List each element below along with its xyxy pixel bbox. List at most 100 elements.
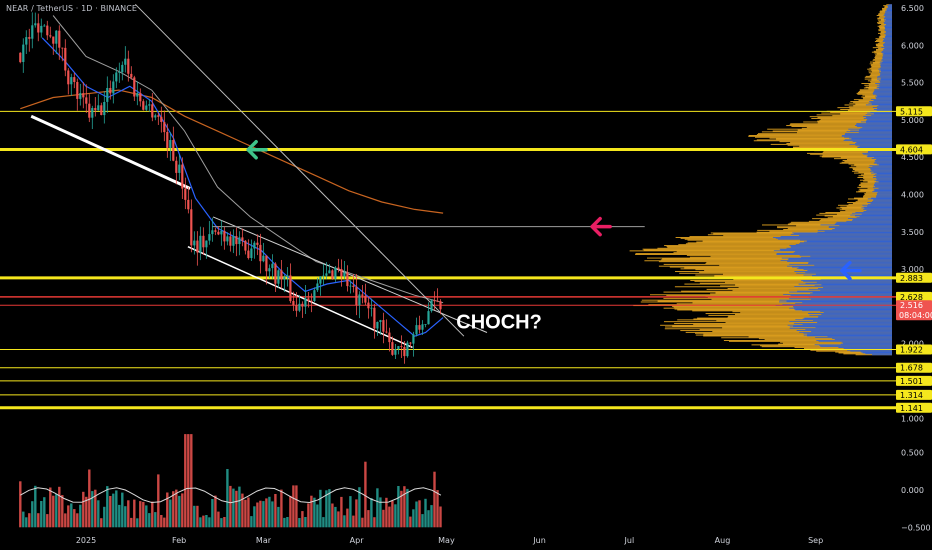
- candle-body: [301, 303, 304, 307]
- volume-bar: [70, 503, 73, 528]
- profile-bar-value-area: [885, 19, 892, 21]
- candle-body: [175, 160, 178, 173]
- volume-bar: [295, 485, 298, 528]
- volume-bar: [112, 493, 115, 528]
- profile-bar: [676, 303, 892, 305]
- time-tick-label: Feb: [172, 536, 186, 545]
- profile-bar-value-area: [876, 196, 892, 198]
- volume-bar: [250, 516, 253, 528]
- profile-bar-value-area: [885, 33, 892, 35]
- profile-bar: [723, 340, 892, 341]
- candle-body: [343, 272, 346, 277]
- profile-bar: [695, 334, 892, 336]
- candle-body: [376, 322, 379, 329]
- candle-body: [25, 37, 28, 45]
- candle-body: [226, 236, 229, 242]
- profile-bar-value-area: [876, 109, 892, 111]
- volume-bar: [175, 489, 178, 528]
- profile-bar: [816, 114, 892, 116]
- candle-body: [145, 105, 148, 110]
- profile-bar: [658, 265, 892, 267]
- profile-bar-value-area: [802, 318, 892, 320]
- profile-bar-value-area: [789, 245, 892, 247]
- profile-bar-value-area: [876, 180, 892, 182]
- annotations: CHOCH?: [456, 311, 542, 333]
- profile-bar: [679, 272, 892, 274]
- profile-bar: [664, 245, 892, 247]
- profile-bar-value-area: [884, 18, 892, 20]
- profile-bar-value-area: [876, 173, 892, 175]
- volume-bar: [46, 514, 49, 528]
- candle-body: [115, 72, 118, 82]
- profile-bar-value-area: [871, 172, 892, 174]
- candle-body: [181, 164, 184, 189]
- profile-bar-value-area: [884, 30, 892, 32]
- profile-bar: [648, 304, 892, 306]
- candle-body: [55, 30, 58, 44]
- profile-bar: [702, 240, 892, 242]
- profile-bar-value-area: [862, 352, 892, 354]
- profile-bar-value-area: [790, 246, 892, 248]
- profile-bar-value-area: [885, 10, 892, 12]
- profile-bar: [748, 135, 892, 137]
- profile-bar: [708, 314, 892, 316]
- profile-bar-value-area: [874, 179, 892, 181]
- profile-bar: [772, 130, 892, 132]
- profile-bar: [696, 241, 892, 243]
- profile-bar-value-area: [882, 54, 892, 56]
- profile-bar: [732, 311, 892, 313]
- candle-body: [256, 242, 259, 245]
- volume-bar: [169, 499, 172, 528]
- profile-bar-value-area: [862, 126, 892, 128]
- candle-body: [364, 295, 367, 303]
- profile-bar-value-area: [883, 40, 892, 42]
- profile-bar-value-area: [879, 63, 892, 65]
- candle-body: [403, 347, 406, 357]
- candle-body: [190, 209, 193, 246]
- candle-body: [325, 273, 328, 276]
- profile-bar-value-area: [865, 104, 892, 106]
- profile-bar: [719, 264, 892, 266]
- profile-bar-value-area: [805, 282, 892, 284]
- trendline-white-1: [30, 114, 191, 190]
- candle-body: [352, 285, 355, 287]
- profile-bar-value-area: [795, 303, 892, 305]
- time-tick-label: 2025: [76, 536, 96, 545]
- profile-bar-value-area: [802, 310, 892, 312]
- arrows: [246, 139, 862, 281]
- volume-bar: [145, 505, 148, 528]
- profile-bar-value-area: [884, 48, 892, 50]
- profile-bar: [664, 328, 892, 330]
- profile-bar: [789, 124, 892, 126]
- profile-bar: [783, 342, 892, 344]
- profile-bar-value-area: [872, 92, 892, 94]
- profile-bar-value-area: [787, 324, 892, 326]
- profile-bar: [695, 332, 892, 334]
- profile-bar-value-area: [873, 91, 892, 93]
- profile-bar-value-area: [870, 169, 892, 170]
- candle-body: [205, 240, 208, 248]
- candle-body: [424, 324, 427, 325]
- profile-bar: [643, 249, 892, 251]
- profile-bar: [776, 138, 892, 140]
- profile-bar-value-area: [856, 124, 892, 126]
- profile-bar-value-area: [790, 234, 892, 236]
- candle-body: [148, 104, 151, 106]
- profile-bar: [686, 254, 892, 256]
- volume-bar: [361, 517, 364, 528]
- volume-bar: [355, 499, 358, 528]
- left-arrow-icon: [246, 139, 268, 160]
- candle-body: [436, 300, 439, 302]
- candle-body: [292, 301, 295, 306]
- profile-bar: [822, 154, 892, 156]
- volume-bar: [124, 506, 127, 528]
- profile-bar-value-area: [808, 313, 892, 315]
- profile-bar-value-area: [876, 106, 892, 108]
- candle-body: [169, 140, 172, 148]
- profile-bar-value-area: [858, 132, 892, 134]
- volume-bar: [271, 501, 274, 528]
- price-badge-label: 2.516: [900, 301, 923, 310]
- profile-bar: [823, 151, 892, 153]
- volume-bar: [100, 518, 103, 528]
